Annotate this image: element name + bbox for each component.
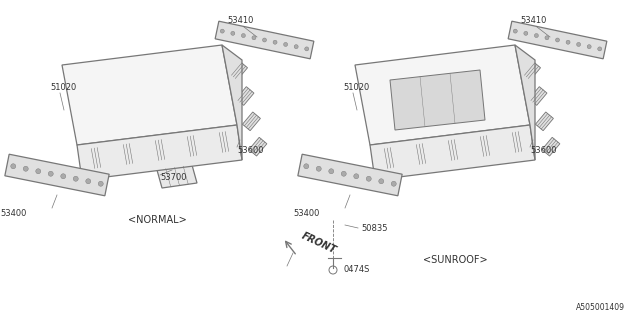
Polygon shape — [77, 125, 242, 180]
Text: 53410: 53410 — [520, 15, 547, 25]
Polygon shape — [184, 135, 200, 157]
Circle shape — [524, 31, 528, 35]
Circle shape — [391, 181, 396, 186]
Circle shape — [262, 38, 266, 42]
Polygon shape — [88, 147, 104, 169]
Text: 0474S: 0474S — [343, 266, 369, 275]
Polygon shape — [298, 154, 402, 196]
Circle shape — [220, 29, 224, 33]
Polygon shape — [381, 147, 397, 169]
Circle shape — [241, 34, 245, 37]
Circle shape — [61, 174, 66, 179]
Polygon shape — [523, 61, 541, 80]
Circle shape — [11, 164, 16, 169]
Polygon shape — [243, 112, 260, 131]
Circle shape — [252, 36, 256, 40]
Text: 53600: 53600 — [237, 146, 264, 155]
Circle shape — [305, 47, 308, 51]
Circle shape — [304, 164, 308, 169]
Polygon shape — [508, 21, 607, 59]
Polygon shape — [390, 70, 485, 130]
Text: 53600: 53600 — [530, 146, 557, 155]
Circle shape — [294, 45, 298, 49]
Circle shape — [577, 43, 580, 46]
Circle shape — [366, 176, 371, 181]
Circle shape — [379, 179, 384, 184]
Circle shape — [284, 43, 287, 46]
Circle shape — [23, 166, 28, 171]
Circle shape — [86, 179, 91, 184]
Circle shape — [231, 31, 235, 35]
Text: 53700: 53700 — [160, 172, 186, 181]
Circle shape — [354, 174, 359, 179]
Circle shape — [534, 34, 538, 37]
Polygon shape — [152, 139, 168, 161]
Polygon shape — [529, 87, 547, 105]
Polygon shape — [542, 137, 560, 156]
Text: 50835: 50835 — [361, 223, 387, 233]
Circle shape — [545, 36, 549, 40]
Polygon shape — [216, 131, 232, 153]
Polygon shape — [120, 143, 136, 165]
Text: A505001409: A505001409 — [576, 303, 625, 312]
Text: FRONT: FRONT — [300, 231, 338, 255]
Polygon shape — [477, 135, 493, 157]
Polygon shape — [249, 137, 267, 156]
Circle shape — [598, 47, 602, 51]
Circle shape — [566, 40, 570, 44]
Circle shape — [36, 169, 41, 174]
Circle shape — [73, 176, 78, 181]
Polygon shape — [5, 154, 109, 196]
Circle shape — [99, 181, 103, 186]
Polygon shape — [230, 61, 248, 80]
Circle shape — [587, 45, 591, 49]
Polygon shape — [222, 45, 242, 160]
Text: 53400: 53400 — [293, 209, 319, 218]
Polygon shape — [236, 87, 254, 105]
Text: <SUNROOF>: <SUNROOF> — [422, 255, 487, 265]
Circle shape — [513, 29, 517, 33]
Circle shape — [329, 169, 333, 174]
Text: 53410: 53410 — [227, 15, 253, 25]
Polygon shape — [355, 45, 530, 145]
Polygon shape — [515, 45, 535, 160]
Circle shape — [341, 171, 346, 176]
Circle shape — [48, 171, 53, 176]
Text: 51020: 51020 — [50, 83, 76, 92]
Polygon shape — [445, 139, 461, 161]
Text: <NORMAL>: <NORMAL> — [127, 215, 186, 225]
Polygon shape — [536, 112, 554, 131]
Circle shape — [556, 38, 559, 42]
Text: 53400: 53400 — [0, 209, 26, 218]
Polygon shape — [62, 45, 237, 145]
Polygon shape — [157, 165, 197, 188]
Polygon shape — [215, 21, 314, 59]
Text: 51020: 51020 — [343, 83, 369, 92]
Polygon shape — [370, 125, 535, 180]
Polygon shape — [413, 143, 429, 165]
Circle shape — [316, 166, 321, 171]
Polygon shape — [509, 131, 525, 153]
Circle shape — [273, 40, 277, 44]
